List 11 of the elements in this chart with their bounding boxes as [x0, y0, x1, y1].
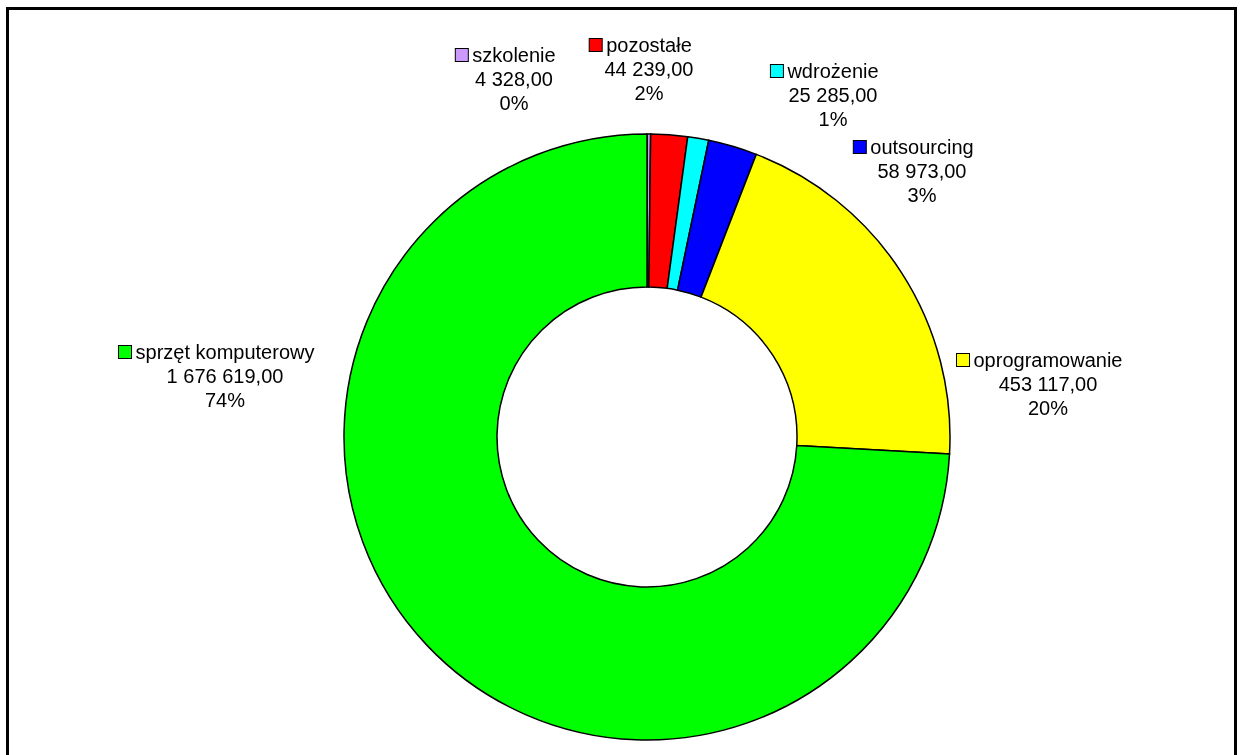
legend-label: outsourcing: [870, 136, 974, 158]
data-label: 58 973,00 3%: [877, 160, 967, 206]
data-label: 4 328,00 0%: [475, 68, 553, 114]
legend-label: sprzęt komputerowy: [135, 341, 315, 363]
data-label: 44 239,00 2%: [604, 58, 694, 104]
legend-label: pozostałe: [606, 34, 692, 56]
data-label: 453 117,00 20%: [998, 373, 1098, 419]
data-label: 1 676 619,00 74%: [166, 365, 284, 411]
legend-label: wdrożenie: [786, 60, 879, 82]
legend-label: oprogramowanie: [973, 349, 1123, 371]
legend-label: szkolenie: [472, 44, 556, 66]
